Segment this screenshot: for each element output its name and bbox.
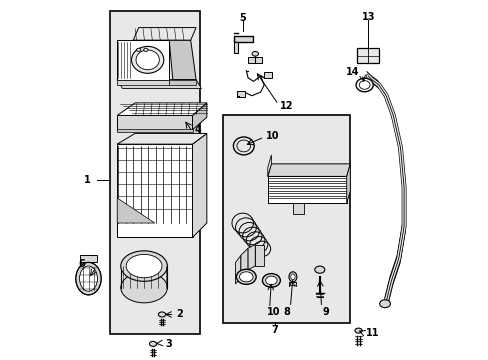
Ellipse shape xyxy=(136,50,159,70)
Bar xyxy=(117,129,192,132)
Polygon shape xyxy=(255,244,264,266)
Ellipse shape xyxy=(143,48,148,51)
Bar xyxy=(117,80,169,85)
Ellipse shape xyxy=(354,328,362,333)
Ellipse shape xyxy=(379,300,389,308)
Ellipse shape xyxy=(121,273,167,303)
Ellipse shape xyxy=(149,341,156,346)
Ellipse shape xyxy=(262,274,280,287)
Ellipse shape xyxy=(290,274,294,280)
Bar xyxy=(357,48,378,63)
Bar xyxy=(110,12,199,334)
Bar xyxy=(233,42,238,53)
Ellipse shape xyxy=(121,251,167,281)
Text: 6: 6 xyxy=(78,259,85,269)
Text: 2: 2 xyxy=(176,310,183,319)
Polygon shape xyxy=(117,198,155,223)
Polygon shape xyxy=(192,103,206,130)
Ellipse shape xyxy=(314,266,324,273)
Polygon shape xyxy=(117,40,169,80)
Polygon shape xyxy=(117,103,206,116)
Polygon shape xyxy=(267,164,349,176)
Ellipse shape xyxy=(136,48,141,51)
Text: 8: 8 xyxy=(283,307,290,317)
Polygon shape xyxy=(117,116,192,130)
Ellipse shape xyxy=(265,276,277,285)
Bar xyxy=(233,36,253,42)
Ellipse shape xyxy=(236,269,256,284)
Bar xyxy=(247,57,262,63)
Bar xyxy=(169,80,196,85)
Text: 13: 13 xyxy=(361,12,374,22)
Bar xyxy=(223,116,349,323)
Polygon shape xyxy=(117,40,169,80)
Ellipse shape xyxy=(359,81,369,89)
Polygon shape xyxy=(117,144,192,237)
Text: 3: 3 xyxy=(164,339,171,349)
Polygon shape xyxy=(247,244,255,270)
Text: 9: 9 xyxy=(322,307,329,317)
Polygon shape xyxy=(267,176,346,203)
Polygon shape xyxy=(117,80,201,89)
Text: 10: 10 xyxy=(266,307,280,317)
Polygon shape xyxy=(346,164,349,203)
Ellipse shape xyxy=(126,255,162,278)
Ellipse shape xyxy=(288,272,296,282)
Text: 12: 12 xyxy=(280,102,293,112)
Polygon shape xyxy=(292,203,303,214)
Text: 14: 14 xyxy=(345,67,359,77)
Text: 10: 10 xyxy=(265,131,279,141)
Text: 1: 1 xyxy=(83,175,90,185)
Ellipse shape xyxy=(158,312,165,317)
Ellipse shape xyxy=(251,51,258,56)
Text: 7: 7 xyxy=(271,325,278,335)
Text: 5: 5 xyxy=(239,13,245,23)
Ellipse shape xyxy=(239,272,253,282)
Bar xyxy=(264,72,271,78)
Polygon shape xyxy=(117,134,206,144)
Polygon shape xyxy=(133,28,196,40)
Polygon shape xyxy=(267,155,271,176)
Ellipse shape xyxy=(76,262,101,295)
Text: 4: 4 xyxy=(194,125,201,135)
Bar xyxy=(80,255,97,262)
Ellipse shape xyxy=(131,46,163,73)
Text: 11: 11 xyxy=(365,328,378,338)
Polygon shape xyxy=(169,40,196,80)
Bar xyxy=(237,91,244,97)
Ellipse shape xyxy=(355,78,372,92)
Polygon shape xyxy=(235,255,241,284)
Ellipse shape xyxy=(80,266,97,291)
Polygon shape xyxy=(241,248,247,277)
Polygon shape xyxy=(192,134,206,237)
